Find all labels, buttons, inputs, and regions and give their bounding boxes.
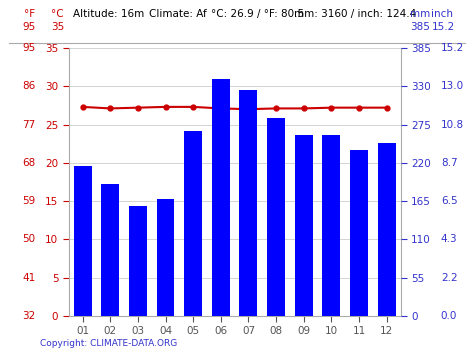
Text: 35: 35 [51, 22, 64, 32]
Text: mm: mm [410, 9, 430, 19]
Bar [267, 118, 285, 316]
Bar [156, 199, 174, 316]
Bar [295, 135, 313, 316]
Bar [239, 90, 257, 316]
Text: 15.2: 15.2 [431, 22, 455, 32]
Text: 86: 86 [22, 81, 36, 91]
Text: Copyright: CLIMATE-DATA.ORG: Copyright: CLIMATE-DATA.ORG [40, 339, 178, 348]
Text: inch: inch [431, 9, 453, 19]
Text: 50: 50 [22, 234, 36, 244]
Text: 6.5: 6.5 [441, 196, 457, 206]
Text: 8.7: 8.7 [441, 158, 457, 168]
Text: °C: 26.9 / °F: 80.5: °C: 26.9 / °F: 80.5 [211, 9, 304, 19]
Text: 13.0: 13.0 [441, 81, 464, 91]
Bar [350, 150, 368, 316]
Text: mm: 3160 / inch: 124.4: mm: 3160 / inch: 124.4 [294, 9, 416, 19]
Bar [73, 166, 91, 316]
Text: 4.3: 4.3 [441, 234, 457, 244]
Bar [378, 143, 396, 316]
Text: 2.2: 2.2 [441, 273, 457, 283]
Text: 59: 59 [22, 196, 36, 206]
Bar [184, 131, 202, 316]
Bar [101, 184, 119, 316]
Text: Climate: Af: Climate: Af [149, 9, 207, 19]
Text: 15.2: 15.2 [441, 43, 464, 53]
Text: °C: °C [51, 9, 64, 19]
Bar [129, 206, 147, 316]
Text: 41: 41 [22, 273, 36, 283]
Bar [212, 79, 230, 316]
Text: 385: 385 [410, 22, 430, 32]
Text: 77: 77 [22, 120, 36, 130]
Text: 95: 95 [22, 43, 36, 53]
Text: 68: 68 [22, 158, 36, 168]
Bar [322, 135, 340, 316]
Text: 10.8: 10.8 [441, 120, 464, 130]
Text: 32: 32 [22, 311, 36, 321]
Text: °F: °F [25, 9, 36, 19]
Text: Altitude: 16m: Altitude: 16m [73, 9, 145, 19]
Text: 0.0: 0.0 [441, 311, 457, 321]
Text: 95: 95 [22, 22, 36, 32]
